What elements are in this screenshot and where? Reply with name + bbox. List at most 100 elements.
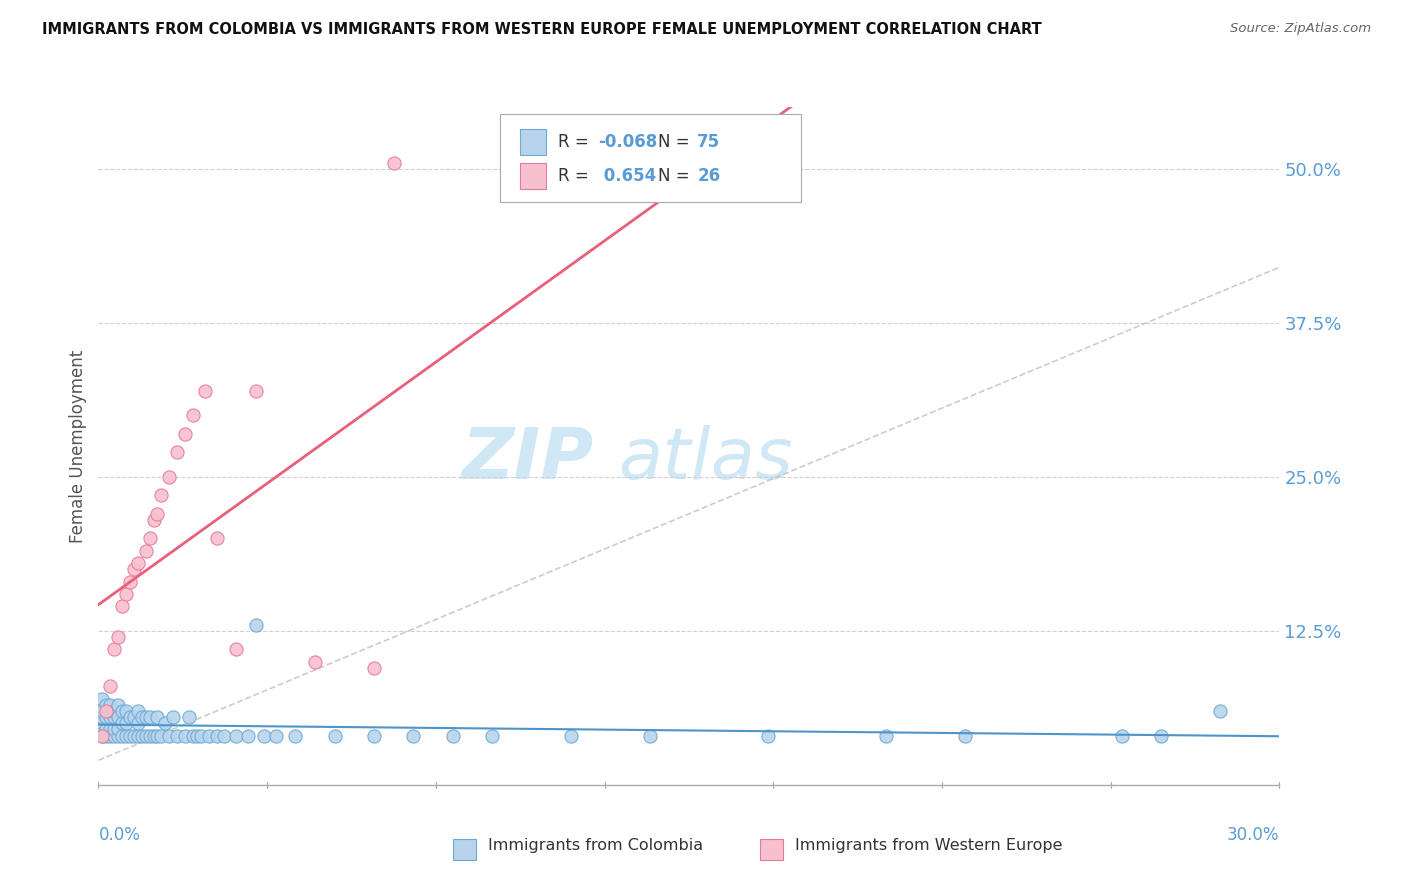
Point (1111, 729, 1133, 743)
Point (382, 155, 405, 169)
Text: 0.0%: 0.0% (98, 826, 141, 844)
Point (91, 691, 114, 706)
Text: Immigrants from Western Europe: Immigrants from Western Europe (796, 838, 1063, 854)
Point (186, 729, 208, 743)
Point (131, 710, 153, 724)
Bar (453, 839, 477, 860)
Point (166, 729, 188, 743)
Point (127, 704, 149, 718)
Point (96, 723, 118, 737)
Point (177, 710, 200, 724)
Point (205, 729, 228, 743)
Point (181, 408, 204, 422)
Point (157, 470, 180, 484)
Point (107, 698, 129, 712)
Point (225, 642, 247, 657)
Point (323, 729, 346, 743)
Point (111, 704, 134, 718)
Point (166, 445, 188, 459)
Point (115, 729, 138, 743)
Point (118, 574, 141, 589)
Point (122, 562, 145, 576)
Point (115, 716, 138, 731)
Point (91, 704, 114, 718)
Point (98, 710, 121, 724)
Point (91, 716, 114, 731)
Point (91, 729, 114, 743)
Point (245, 384, 267, 398)
Point (142, 729, 165, 743)
Point (304, 655, 326, 669)
Point (1209, 704, 1232, 718)
Point (1150, 729, 1173, 743)
Point (150, 488, 173, 502)
Point (560, 729, 582, 743)
Point (481, 729, 503, 743)
Point (253, 729, 276, 743)
Point (155, 716, 177, 731)
Point (107, 710, 129, 724)
Point (194, 384, 217, 398)
Point (98, 729, 121, 743)
Point (122, 710, 145, 724)
Point (127, 556, 149, 570)
Point (205, 532, 228, 546)
Text: -0.068: -0.068 (598, 133, 657, 152)
Point (146, 729, 169, 743)
Point (162, 710, 184, 724)
Bar (759, 839, 783, 860)
Text: 75: 75 (697, 133, 720, 152)
Point (284, 729, 307, 743)
Point (190, 729, 212, 743)
Point (98, 698, 121, 712)
Point (138, 710, 160, 724)
Point (98, 679, 121, 693)
Text: N =: N = (658, 133, 695, 152)
Point (146, 710, 169, 724)
Point (214, 729, 236, 743)
Point (142, 513, 165, 527)
Point (174, 426, 197, 441)
Point (103, 723, 125, 737)
Point (96, 710, 118, 724)
Point (118, 710, 141, 724)
Point (96, 729, 118, 743)
Point (953, 729, 976, 743)
Point (135, 543, 157, 558)
Text: ZIP: ZIP (463, 425, 595, 494)
Point (118, 729, 141, 743)
Bar (520, 129, 546, 155)
Point (127, 729, 149, 743)
Point (875, 729, 897, 743)
Point (91, 710, 114, 724)
Text: R =: R = (558, 133, 593, 152)
Point (441, 729, 464, 743)
Point (115, 704, 138, 718)
Point (96, 704, 118, 718)
Point (131, 729, 153, 743)
Point (107, 723, 129, 737)
Text: 0.654: 0.654 (598, 167, 657, 186)
Point (122, 729, 145, 743)
Text: Source: ZipAtlas.com: Source: ZipAtlas.com (1230, 22, 1371, 36)
Text: atlas: atlas (619, 425, 793, 494)
Point (363, 729, 385, 743)
Point (181, 729, 204, 743)
Bar (520, 163, 546, 189)
Point (98, 723, 121, 737)
Point (756, 729, 779, 743)
Point (91, 729, 114, 743)
Point (115, 587, 138, 601)
Text: N =: N = (658, 167, 695, 186)
Point (157, 729, 180, 743)
FancyBboxPatch shape (501, 114, 801, 202)
Point (402, 729, 425, 743)
Point (103, 704, 125, 718)
Point (96, 698, 118, 712)
Text: Immigrants from Colombia: Immigrants from Colombia (488, 838, 703, 854)
Point (363, 661, 385, 675)
Point (264, 729, 287, 743)
Point (197, 729, 219, 743)
Point (111, 716, 134, 731)
Y-axis label: Female Unemployment: Female Unemployment (69, 350, 87, 542)
